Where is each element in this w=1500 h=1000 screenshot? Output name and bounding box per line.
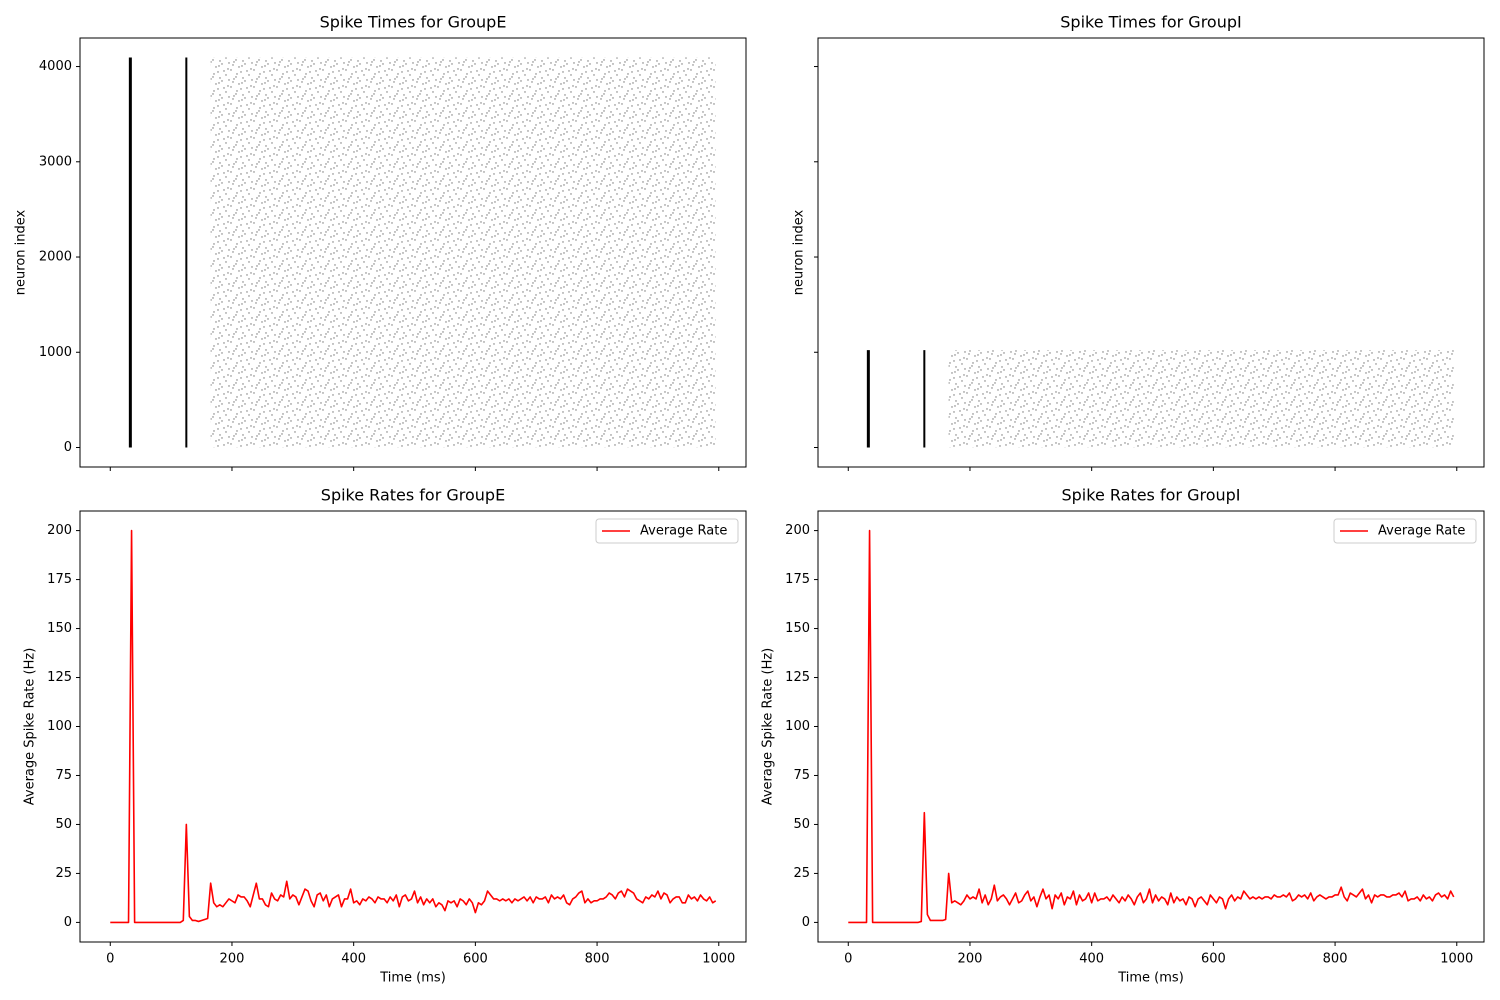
chart-title: Spike Rates for GroupE [321,486,505,505]
y-tick-label: 0 [64,440,72,455]
y-tick-label: 150 [785,621,810,636]
y-tick-label: 100 [785,719,810,734]
y-tick-label: 125 [47,670,72,685]
y-tick-label: 2000 [39,250,72,265]
rate-line [848,529,1455,924]
rate-line [110,529,717,924]
axes-frame [817,510,1485,943]
y-tick-label: 3000 [39,154,72,169]
y-tick-label: 0 [64,915,72,930]
y-tick-label: 200 [785,523,810,538]
x-axis-label: Time (ms) [379,971,446,986]
y-axis-label: neuron index [14,209,29,295]
y-axis-label: neuron index [792,209,807,295]
x-tick-label: 600 [1201,952,1226,967]
y-tick-label: 125 [785,670,810,685]
axes-frame [817,37,1485,468]
async-spikes [948,350,1454,448]
legend-box [595,518,739,544]
legend-label: Average Rate [640,524,727,539]
x-tick-label: 200 [220,952,245,967]
y-axis-label: Average Spike Rate (Hz) [23,648,38,806]
x-tick-label: 600 [463,952,488,967]
y-tick-label: 25 [793,866,810,881]
y-tick-label: 1000 [39,345,72,360]
x-tick-label: 1000 [1440,952,1473,967]
x-tick-label: 800 [1323,952,1348,967]
x-tick-label: 0 [844,952,852,967]
y-axis-label: Average Spike Rate (Hz) [761,648,776,806]
x-tick-label: 400 [341,952,366,967]
y-tick-label: 175 [47,572,72,587]
y-tick-label: 75 [793,768,810,783]
chart-title: Spike Times for GroupI [1060,13,1241,32]
async-spikes [210,57,716,448]
legend-label: Average Rate [1378,524,1465,539]
chart-title: Spike Times for GroupE [320,13,507,32]
y-tick-label: 0 [802,915,810,930]
x-tick-label: 1000 [702,952,735,967]
x-axis-label: Time (ms) [1117,971,1184,986]
y-tick-label: 200 [47,523,72,538]
x-tick-label: 200 [958,952,983,967]
y-tick-label: 175 [785,572,810,587]
y-tick-label: 4000 [39,59,72,74]
y-tick-label: 25 [55,866,72,881]
x-tick-label: 800 [585,952,610,967]
axes-frame [79,510,747,943]
y-tick-label: 50 [55,817,72,832]
axes-frame [79,37,747,468]
x-tick-label: 400 [1079,952,1104,967]
x-tick-label: 0 [106,952,114,967]
legend-box [1333,518,1477,544]
chart-title: Spike Rates for GroupI [1061,486,1240,505]
y-tick-label: 100 [47,719,72,734]
y-tick-label: 75 [55,768,72,783]
y-tick-label: 50 [793,817,810,832]
y-tick-label: 150 [47,621,72,636]
